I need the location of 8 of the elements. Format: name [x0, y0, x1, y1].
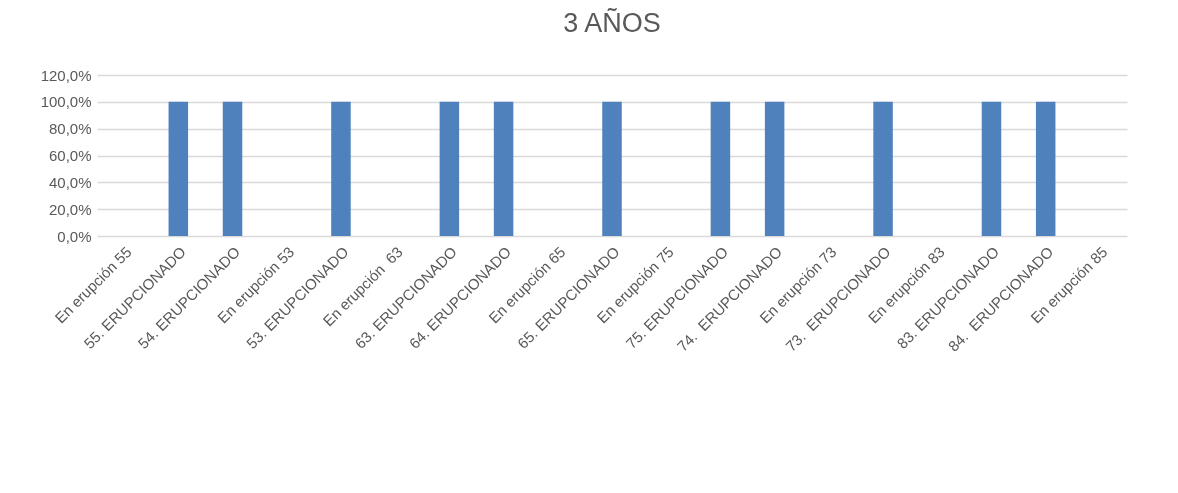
y-tick-label: 0,0% — [57, 227, 92, 245]
y-tick-label: 120,0% — [40, 66, 92, 84]
y-tick-label: 60,0% — [48, 147, 92, 164]
y-tick-label: 40,0% — [48, 173, 92, 191]
y-tick-label: 80,0% — [48, 120, 92, 138]
y-tick-label: 20,0% — [48, 200, 92, 218]
y-tick-label: 100,0% — [40, 93, 92, 111]
chart-title: 3 AÑOS — [563, 7, 661, 38]
